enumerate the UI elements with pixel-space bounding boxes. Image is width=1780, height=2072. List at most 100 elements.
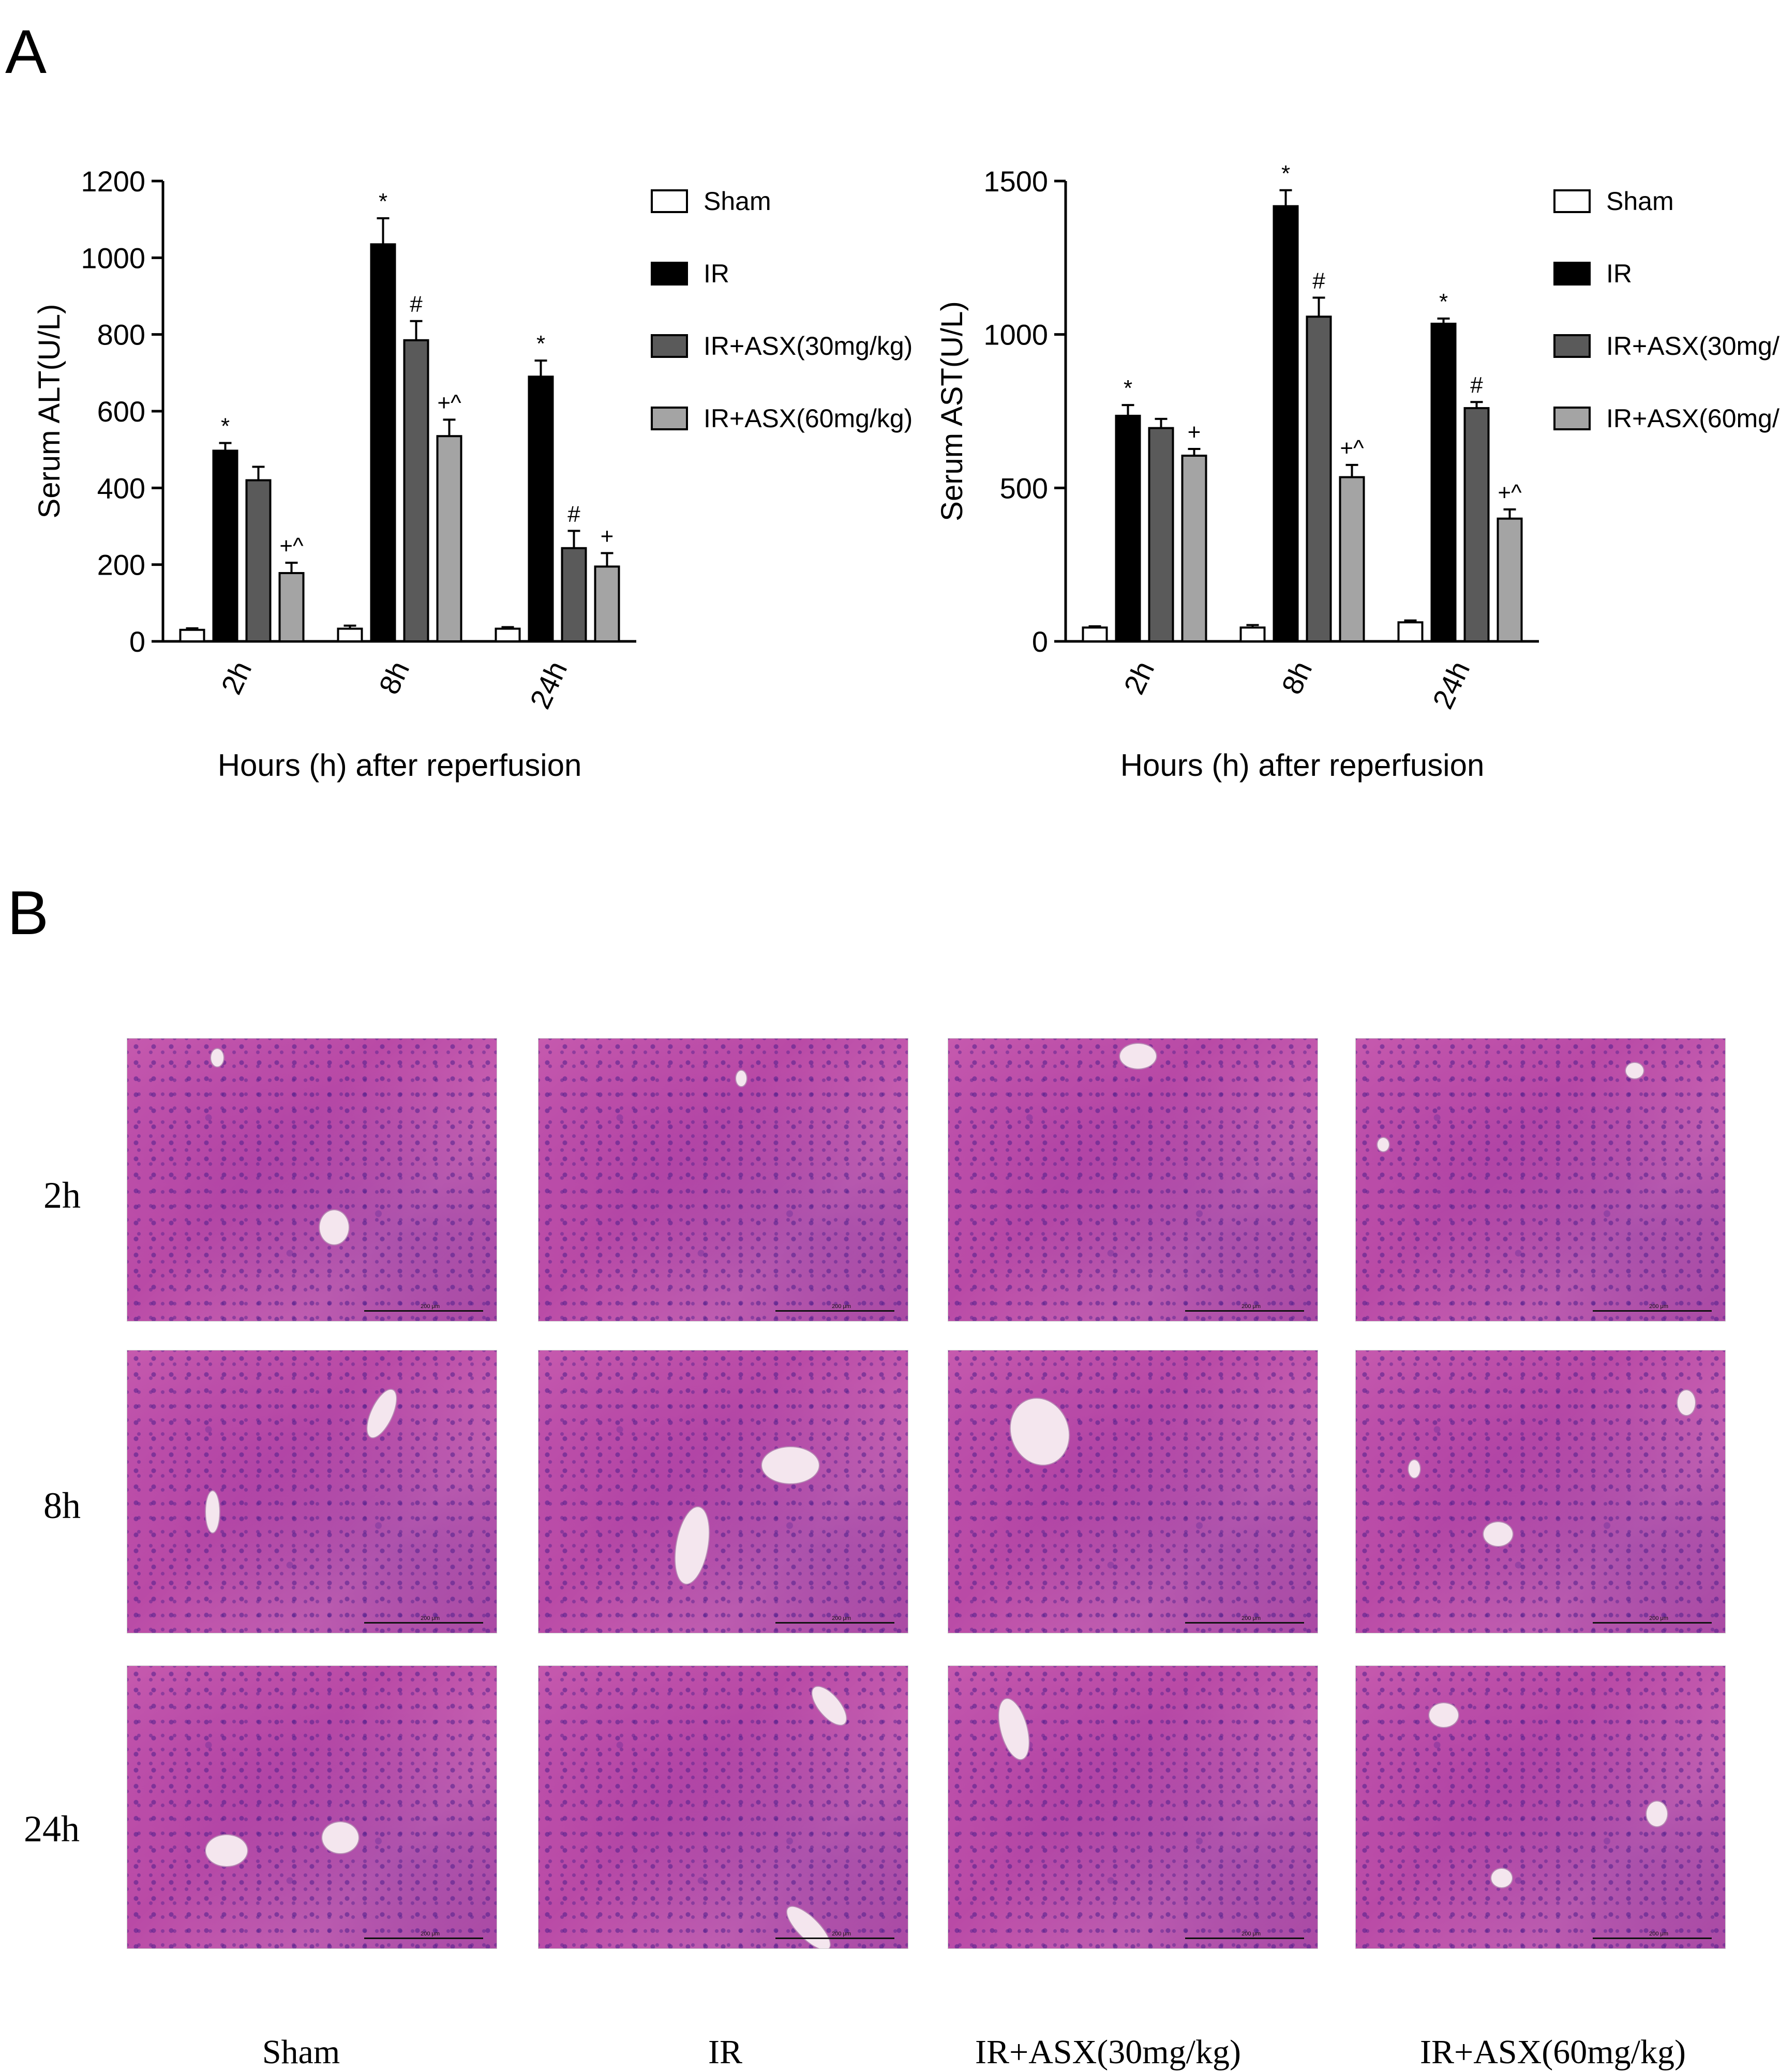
bar	[179, 628, 205, 642]
scale-label: 200 μm	[1649, 1931, 1668, 1937]
panel-label-b: B	[7, 878, 49, 948]
y-tick-label: 1000	[81, 242, 145, 274]
bar	[1148, 427, 1174, 643]
scale-label: 200 μm	[1649, 1615, 1668, 1621]
bar	[370, 243, 396, 642]
legend-swatch	[1553, 334, 1591, 358]
micrograph-ir-24h: 200 μm	[538, 1665, 908, 1949]
micrograph-asx60-8h: 200 μm	[1355, 1350, 1726, 1633]
x-axis-label: Hours (h) after reperfusion	[218, 748, 582, 783]
row-label-24h: 24h	[24, 1808, 80, 1850]
x-tick-label: 24h	[1426, 656, 1476, 713]
significance-mark: *	[379, 189, 387, 214]
y-tick-label: 1500	[983, 165, 1048, 198]
y-tick-label: 500	[1000, 472, 1048, 504]
row-label-2h: 2h	[43, 1175, 81, 1216]
significance-mark: *	[1124, 376, 1132, 401]
bar	[594, 565, 620, 642]
y-tick-label: 600	[97, 395, 145, 428]
bar	[403, 339, 429, 642]
bar	[1273, 205, 1299, 643]
bar	[1497, 517, 1523, 643]
bar	[495, 627, 521, 643]
y-tick-label: 1200	[81, 165, 145, 198]
scale-label: 200 μm	[832, 1931, 851, 1937]
bar	[1239, 626, 1266, 642]
legend-label: IR+ASX(60mg/kg)	[1606, 404, 1780, 433]
legend-swatch	[651, 334, 688, 358]
bar	[1339, 476, 1365, 642]
ast-chart-svg: 0 500 1000 1500 Serum AST(U/L) * +2h * # +^ 8h * # +^…	[935, 161, 1780, 783]
significance-mark: #	[1470, 372, 1483, 398]
bar	[1306, 316, 1332, 642]
legend-label: Sham	[704, 187, 771, 216]
col-label-sham: Sham	[262, 2033, 340, 2071]
bar	[1181, 455, 1207, 642]
significance-mark: *	[221, 414, 230, 439]
legend-label: IR+ASX(30mg/kg)	[1606, 332, 1780, 361]
alt-chart-svg: 0 200 400 600 800 1000 1200 Serum ALT(U/L) * +^ 2h…	[33, 165, 913, 783]
scale-label: 200 μm	[421, 1303, 440, 1310]
micrograph-asx30-2h: 200 μm	[948, 1038, 1318, 1322]
ast-bar-chart: 0 500 1000 1500 Serum AST(U/L) * +2h * # +^ 8h * # +^…	[890, 145, 1780, 817]
significance-mark: +	[1188, 419, 1201, 445]
significance-mark: +^	[279, 533, 304, 559]
micrograph-ir-2h: 200 μm	[538, 1038, 908, 1322]
scale-label: 200 μm	[832, 1303, 851, 1310]
micrograph-sham-2h: 200 μm	[127, 1038, 497, 1322]
x-tick-label: 2h	[215, 656, 258, 699]
y-tick-label: 0	[129, 625, 145, 658]
scale-label: 200 μm	[421, 1615, 440, 1621]
micrograph-asx30-24h: 200 μm	[948, 1665, 1318, 1949]
legend-swatch	[1553, 189, 1591, 213]
bar	[1115, 414, 1141, 643]
legend-label: IR+ASX(30mg/kg)	[704, 332, 913, 361]
y-tick-label: 200	[97, 549, 145, 581]
x-tick-label: 8h	[1275, 656, 1318, 699]
significance-mark: *	[1439, 289, 1448, 314]
y-tick-label: 1000	[983, 319, 1048, 351]
x-tick-label: 24h	[523, 656, 574, 713]
legend-label: Sham	[1606, 187, 1674, 216]
bar	[1082, 626, 1108, 642]
micrograph-sham-24h: 200 μm	[127, 1665, 497, 1949]
row-label-8h: 8h	[43, 1485, 81, 1526]
significance-mark: *	[536, 331, 545, 356]
x-tick-label: 2h	[1117, 656, 1160, 699]
alt-bar-chart: 0 200 400 600 800 1000 1200 Serum ALT(U/L) * +^ 2h…	[0, 145, 913, 817]
legend-swatch	[1553, 407, 1591, 430]
significance-mark: +^	[1498, 480, 1522, 505]
legend-swatch	[651, 407, 688, 430]
scale-label: 200 μm	[421, 1931, 440, 1937]
bar	[1430, 322, 1457, 642]
significance-mark: #	[567, 501, 580, 527]
micrograph-ir-8h: 200 μm	[538, 1350, 908, 1633]
significance-mark: +^	[1340, 436, 1364, 461]
legend-label: IR+ASX(60mg/kg)	[704, 404, 913, 433]
legend-swatch	[651, 262, 688, 286]
legend-swatch	[1553, 262, 1591, 286]
legend-label: IR	[1606, 259, 1632, 288]
bar	[278, 572, 305, 642]
bar	[528, 376, 554, 642]
bar	[337, 627, 363, 643]
bar	[436, 435, 462, 642]
scale-label: 200 μm	[1241, 1615, 1261, 1621]
y-tick-label: 0	[1032, 625, 1048, 658]
significance-mark: #	[410, 292, 423, 317]
bar	[212, 449, 238, 642]
y-tick-label: 800	[97, 319, 145, 351]
micrograph-asx30-8h: 200 μm	[948, 1350, 1318, 1633]
col-label-asx60: IR+ASX(60mg/kg)	[1420, 2033, 1686, 2071]
col-label-ir: IR	[708, 2033, 742, 2071]
y-axis-label: Serum AST(U/L)	[935, 301, 969, 521]
micrograph-asx60-2h: 200 μm	[1355, 1038, 1726, 1322]
significance-mark: +	[601, 523, 614, 549]
scale-label: 200 μm	[1241, 1931, 1261, 1937]
significance-mark: +^	[437, 390, 461, 415]
micrograph-asx60-24h: 200 μm	[1355, 1665, 1726, 1949]
significance-mark: *	[1281, 161, 1290, 186]
significance-mark: #	[1312, 268, 1325, 293]
panel-label-a: A	[5, 17, 47, 86]
scale-label: 200 μm	[1649, 1303, 1668, 1310]
